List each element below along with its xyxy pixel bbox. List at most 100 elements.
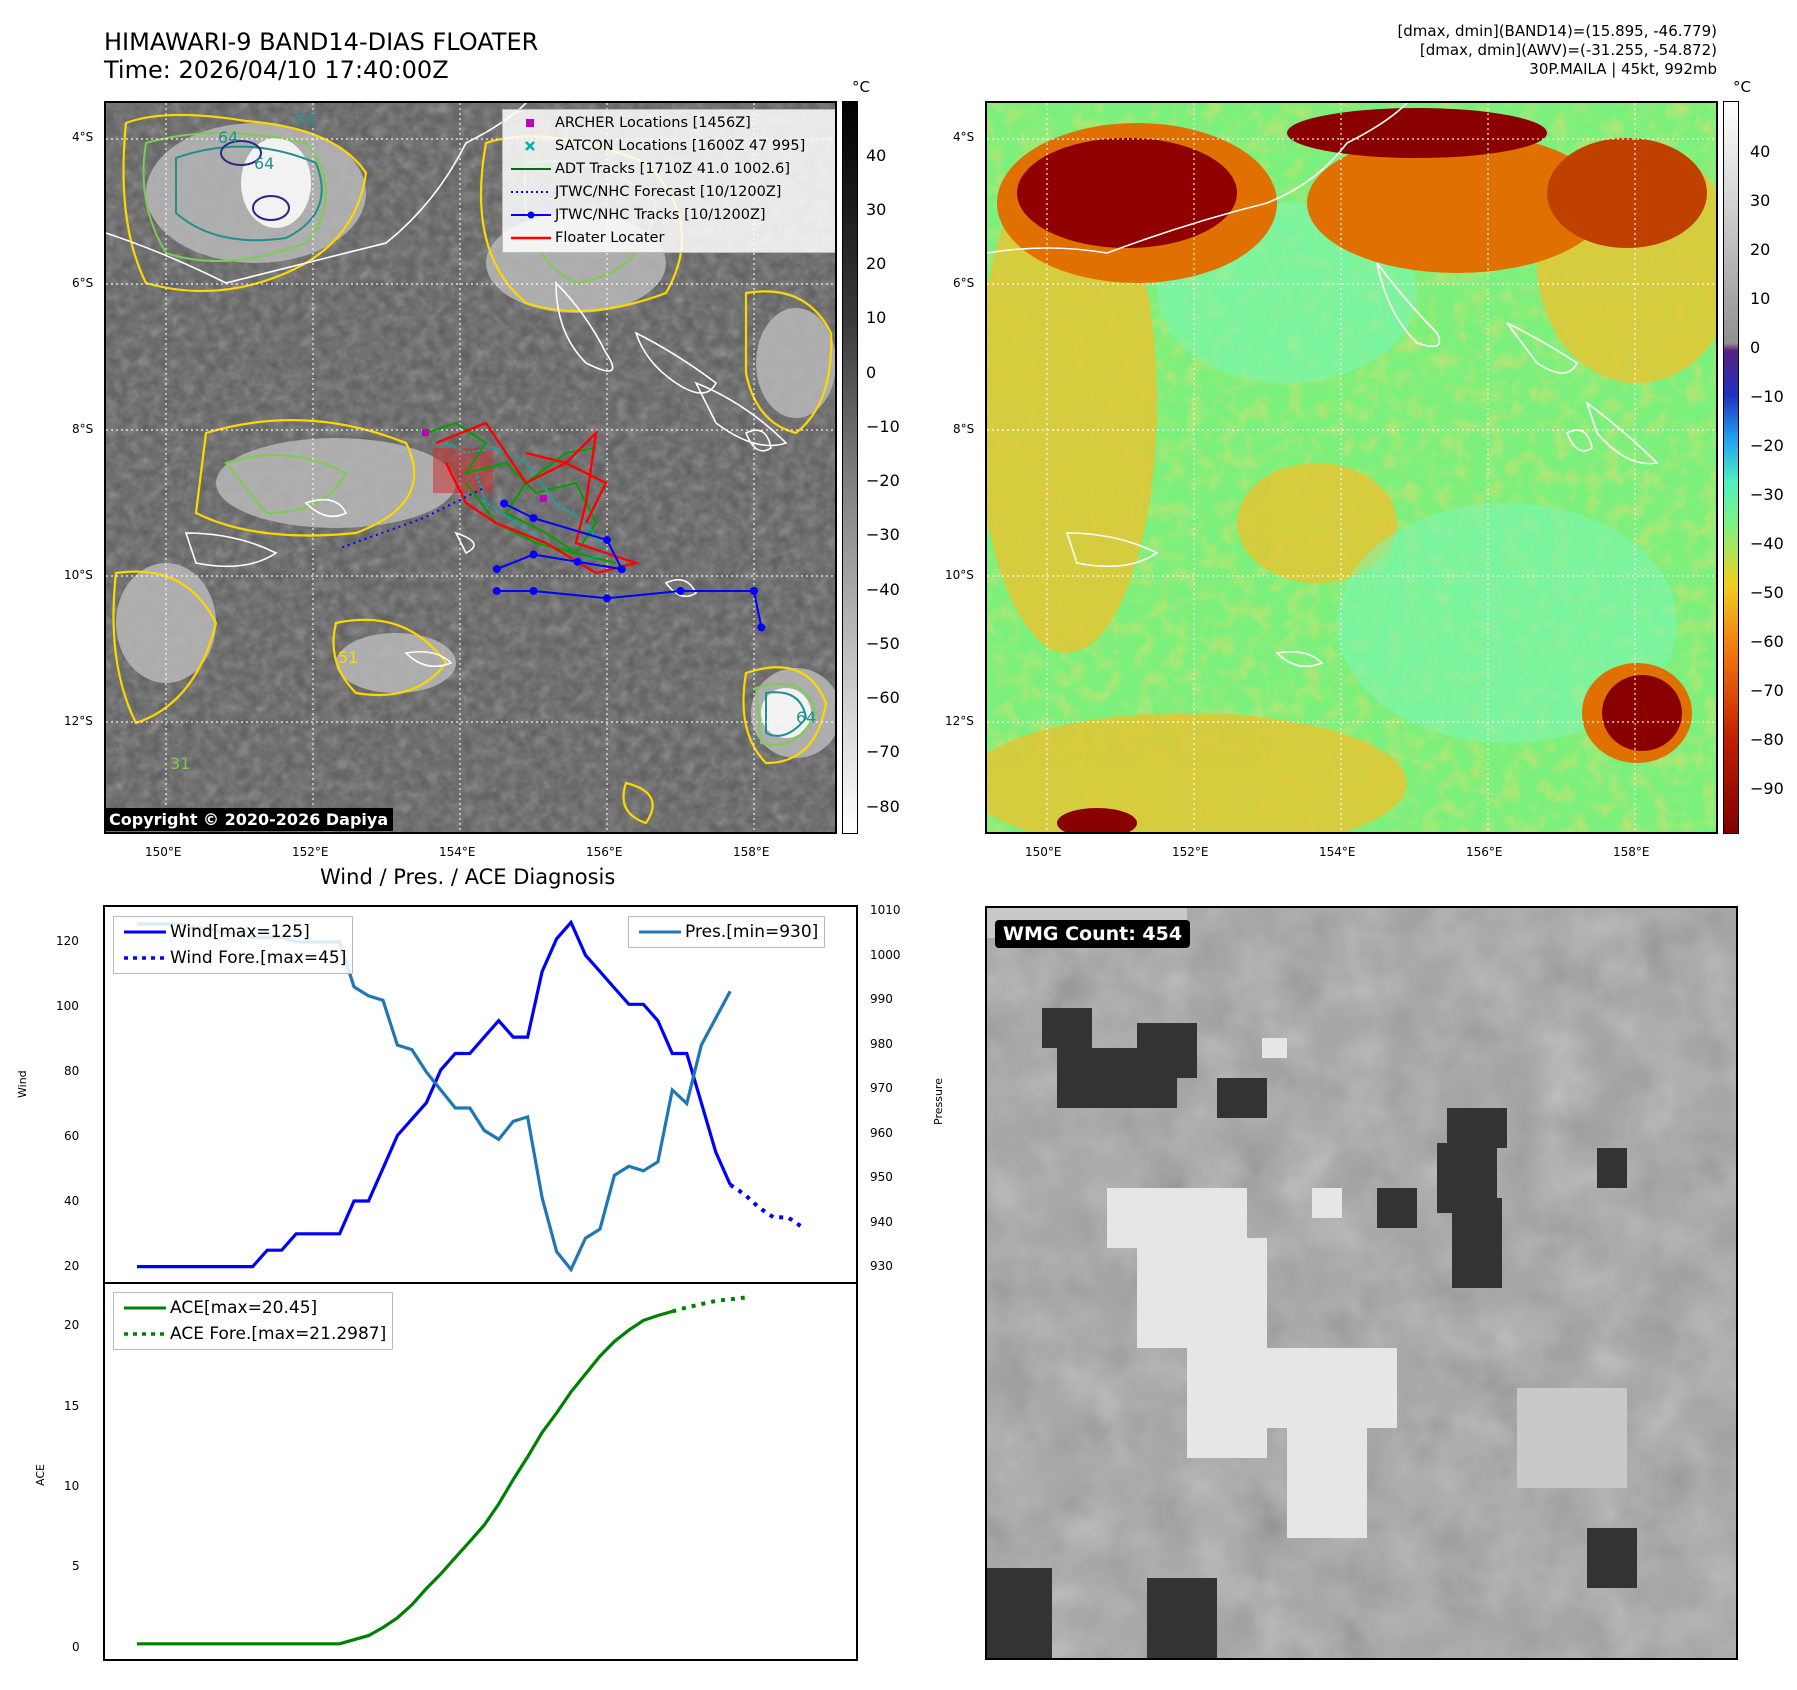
legend-wind-fore: Wind Fore.[max=45] bbox=[120, 945, 346, 971]
adt-line-icon bbox=[511, 168, 551, 170]
wind-line bbox=[137, 919, 732, 1269]
lon-label-right-map: 158°E bbox=[1613, 845, 1650, 859]
cb-left-tick: −20 bbox=[866, 471, 900, 490]
info-storm-summary: 30P.MAILA | 45kt, 992mb bbox=[1529, 60, 1717, 78]
wmg-count-badge: WMG Count: 454 bbox=[995, 920, 1191, 948]
colorbar-right-unit: °C bbox=[1733, 78, 1751, 96]
cb-right-tick: 0 bbox=[1750, 338, 1761, 357]
wind-series-layer bbox=[137, 919, 804, 1269]
wmg-bright-cells bbox=[1107, 1038, 1397, 1538]
jtwc-track-layer bbox=[342, 488, 766, 632]
cb-right-tick: −50 bbox=[1750, 583, 1784, 602]
wmg-panel bbox=[985, 906, 1738, 1660]
jtwc-track-point bbox=[757, 623, 766, 632]
lat-label: 8°S bbox=[72, 422, 94, 436]
contour-label: 51 bbox=[338, 648, 358, 667]
band14-map: 64 64 64 51 31 64 ARCHER bbox=[104, 101, 837, 834]
lon-label-right-map: 152°E bbox=[1172, 845, 1209, 859]
pres-tick: 960 bbox=[870, 1126, 893, 1140]
lon-label: 152°E bbox=[292, 845, 329, 859]
cb-left-tick: −70 bbox=[866, 742, 900, 761]
wmg-canvas bbox=[987, 908, 1736, 1658]
jtwc-track-point bbox=[603, 535, 611, 544]
legend-jtwc-tracks: JTWC/NHC Tracks [10/1200Z] bbox=[507, 204, 832, 227]
cb-right-tick: −20 bbox=[1750, 436, 1784, 455]
legend-adt-label: ADT Tracks [1710Z 41.0 1002.6] bbox=[555, 161, 791, 177]
lon-label: 150°E bbox=[145, 845, 182, 859]
contours-navy bbox=[220, 140, 290, 221]
legend-pres: Pres.[min=930] bbox=[635, 919, 818, 945]
lon-label-right-map: 156°E bbox=[1466, 845, 1503, 859]
pres-tick: 930 bbox=[870, 1259, 893, 1273]
satcon-track bbox=[435, 437, 608, 565]
pres-tick: 1010 bbox=[870, 903, 901, 917]
cb-left-tick: −80 bbox=[866, 797, 900, 816]
wind-tick: 100 bbox=[56, 999, 79, 1013]
colorbar-right bbox=[1723, 101, 1739, 834]
legend-wind: Wind[max=125] bbox=[120, 919, 346, 945]
contour-label: 64 bbox=[296, 110, 316, 129]
cb-left-tick: 40 bbox=[866, 146, 887, 165]
diagnosis-title: Wind / Pres. / ACE Diagnosis bbox=[320, 865, 616, 889]
awv-gridlines bbox=[987, 103, 1716, 832]
ace-line-icon bbox=[124, 1306, 166, 1310]
legend-jtwc-forecast-label: JTWC/NHC Forecast [10/1200Z] bbox=[555, 184, 782, 200]
cb-left-tick: −50 bbox=[866, 634, 900, 653]
legend-floater-label: Floater Locater bbox=[555, 230, 665, 246]
cb-left-tick: 20 bbox=[866, 254, 887, 273]
ace-tick: 15 bbox=[64, 1399, 80, 1413]
figure-time: Time: 2026/04/10 17:40:00Z bbox=[104, 56, 449, 84]
legend-ace-fore: ACE Fore.[max=21.2987] bbox=[120, 1321, 386, 1347]
colorbar-left-unit: °C bbox=[852, 78, 870, 96]
pres-tick: 950 bbox=[870, 1170, 893, 1184]
pres-tick: 970 bbox=[870, 1081, 893, 1095]
cb-right-tick: −30 bbox=[1750, 485, 1784, 504]
floater-area bbox=[433, 448, 493, 493]
wind-tick: 40 bbox=[64, 1194, 80, 1208]
track-line-dot-icon bbox=[511, 211, 551, 219]
awv-map bbox=[985, 101, 1718, 834]
lat-label-right-map: 4°S bbox=[953, 130, 975, 144]
lat-label: 6°S bbox=[72, 276, 94, 290]
lon-label: 154°E bbox=[439, 845, 476, 859]
jtwc-track-point bbox=[573, 557, 582, 566]
jtwc-track-point bbox=[529, 586, 538, 595]
cb-right-tick: −10 bbox=[1750, 387, 1784, 406]
cb-right-tick: 20 bbox=[1750, 240, 1771, 259]
wind-tick: 120 bbox=[56, 934, 79, 948]
legend-wind-fore-label: Wind Fore.[max=45] bbox=[170, 948, 347, 968]
legend-pres-label: Pres.[min=930] bbox=[685, 922, 819, 942]
jtwc-track-line bbox=[496, 590, 763, 628]
ace-tick: 20 bbox=[64, 1318, 80, 1332]
lat-label: 12°S bbox=[64, 714, 93, 728]
jtwc-track-point bbox=[603, 594, 611, 603]
legend-satcon: SATCON Locations [1600Z 47 995] bbox=[507, 135, 832, 158]
lon-label: 158°E bbox=[733, 845, 770, 859]
pres-tick: 980 bbox=[870, 1037, 893, 1051]
legend-satcon-label: SATCON Locations [1600Z 47 995] bbox=[555, 138, 806, 154]
wind-legend: Wind[max=125] Wind Fore.[max=45] bbox=[113, 916, 354, 974]
legend-jtwc-tracks-label: JTWC/NHC Tracks [10/1200Z] bbox=[555, 207, 766, 223]
ace-forecast-line bbox=[671, 1295, 745, 1314]
pres-tick: 940 bbox=[870, 1215, 893, 1229]
pres-series-layer bbox=[137, 922, 732, 1273]
pres-legend: Pres.[min=930] bbox=[628, 916, 826, 948]
ace-axis-label: ACE bbox=[34, 1464, 47, 1486]
lat-label-right-map: 12°S bbox=[945, 714, 974, 728]
lat-label-right-map: 6°S bbox=[953, 276, 975, 290]
awv-high-clouds bbox=[997, 108, 1707, 832]
pres-line-icon bbox=[639, 930, 681, 934]
map-legend: ARCHER Locations [1456Z] SATCON Location… bbox=[502, 109, 835, 253]
jtwc-track-point bbox=[500, 499, 509, 508]
wind-line-icon bbox=[124, 930, 166, 934]
info-block: [dmax, dmin](BAND14)=(15.895, -46.779) [… bbox=[1117, 22, 1717, 79]
lon-label-right-map: 150°E bbox=[1025, 845, 1062, 859]
pressure-line bbox=[137, 922, 732, 1273]
figure-title: HIMAWARI-9 BAND14-DIAS FLOATER bbox=[104, 28, 539, 56]
legend-ace-fore-label: ACE Fore.[max=21.2987] bbox=[170, 1324, 387, 1344]
jtwc-track-point bbox=[529, 514, 538, 523]
floater-track bbox=[435, 421, 641, 575]
cb-left-tick: −30 bbox=[866, 525, 900, 544]
ace-legend: ACE[max=20.45] ACE Fore.[max=21.2987] bbox=[113, 1292, 394, 1350]
cb-left-tick: 10 bbox=[866, 308, 887, 327]
